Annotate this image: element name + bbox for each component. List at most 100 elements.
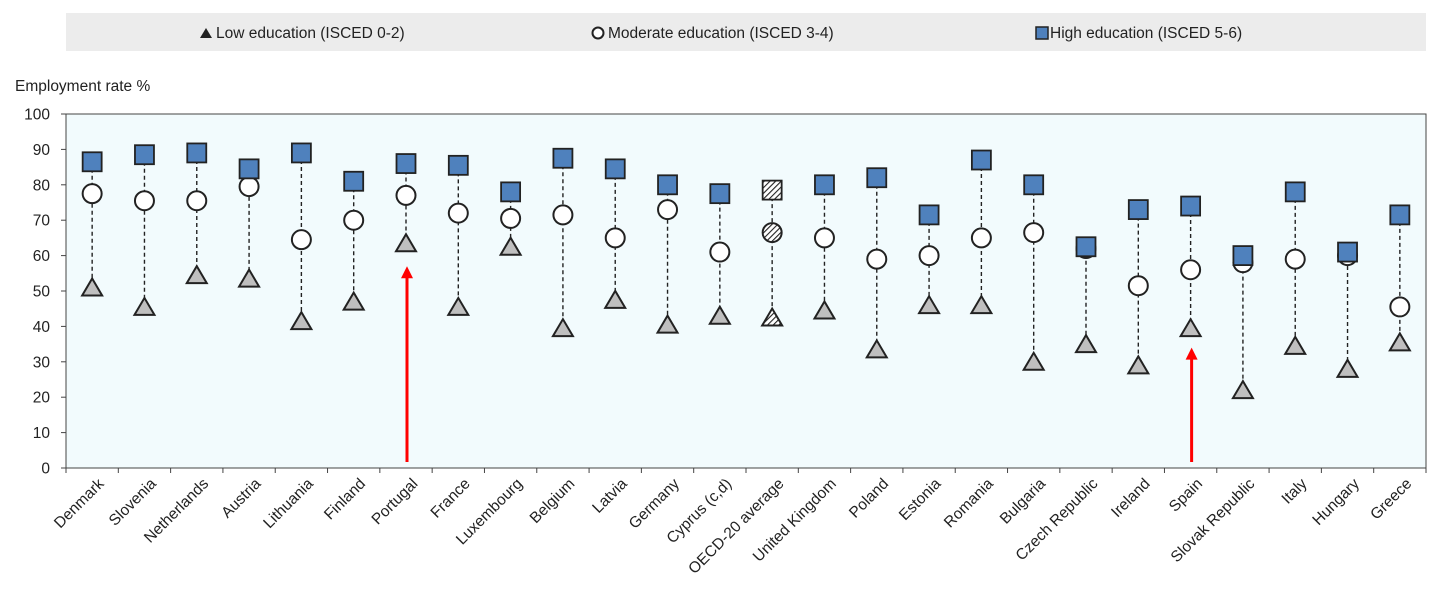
moderate-education-point bbox=[604, 227, 626, 249]
legend-label-moderate: Moderate education (ISCED 3-4) bbox=[608, 25, 834, 42]
high-education-point bbox=[552, 147, 574, 169]
high-education-point bbox=[604, 158, 626, 180]
x-tick-label: France bbox=[428, 475, 474, 521]
x-tick-label: Denmark bbox=[51, 475, 108, 532]
plot-area bbox=[65, 113, 1427, 469]
high-education-point bbox=[447, 154, 469, 176]
high-education-point bbox=[134, 144, 155, 166]
legend-item-high: High education (ISCED 5-6) bbox=[1035, 25, 1242, 42]
high-education-point bbox=[1023, 174, 1045, 196]
data-points bbox=[80, 142, 1412, 400]
low-education-point bbox=[1021, 350, 1046, 371]
high-education-point bbox=[81, 151, 103, 173]
moderate-education-point bbox=[866, 248, 888, 270]
low-education-point bbox=[498, 235, 523, 256]
annotation-arrows bbox=[401, 266, 1198, 462]
moderate-education-point bbox=[500, 207, 522, 229]
legend: Low education (ISCED 0-2) Moderate educa… bbox=[200, 25, 1242, 42]
x-tick-label: Poland bbox=[846, 475, 892, 521]
moderate-education-point bbox=[343, 209, 365, 231]
moderate-education-point bbox=[657, 199, 679, 221]
x-tick-label: Lithuania bbox=[260, 475, 317, 532]
legend-item-low: Low education (ISCED 0-2) bbox=[200, 25, 405, 42]
x-tick-label: Spain bbox=[1166, 475, 1206, 515]
high-education-point bbox=[1284, 181, 1306, 203]
x-tick-label: Latvia bbox=[589, 475, 631, 517]
high-education-point bbox=[238, 158, 260, 180]
high-education-point bbox=[866, 167, 888, 189]
high-education-point bbox=[709, 183, 731, 205]
high-education-point bbox=[1127, 199, 1149, 220]
high-education-point bbox=[1180, 195, 1202, 217]
moderate-education-point bbox=[133, 190, 155, 212]
x-tick-label: Austria bbox=[218, 475, 264, 521]
moderate-education-point bbox=[186, 190, 208, 212]
low-education-point bbox=[394, 232, 418, 253]
legend-square-icon bbox=[1035, 26, 1049, 40]
low-education-point bbox=[969, 294, 994, 315]
low-education-point bbox=[80, 276, 104, 297]
x-tick-label: Bulgaria bbox=[997, 475, 1050, 528]
x-tick-label: Belgium bbox=[527, 475, 579, 527]
low-education-point bbox=[1126, 354, 1151, 375]
low-education-point bbox=[917, 294, 941, 315]
y-axis: 0 10 20 30 40 50 60 70 80 90 100 bbox=[24, 107, 66, 478]
high-education-point bbox=[761, 179, 783, 201]
low-education-point bbox=[289, 310, 314, 331]
low-education-point bbox=[1388, 331, 1412, 352]
y-tick-label: 100 bbox=[24, 107, 50, 124]
moderate-education-point bbox=[1284, 248, 1306, 270]
x-tick-label: Ireland bbox=[1108, 475, 1154, 521]
y-tick-label: 60 bbox=[33, 248, 51, 265]
y-tick-label: 10 bbox=[33, 425, 51, 442]
low-education-point bbox=[655, 313, 680, 334]
y-tick-label: 40 bbox=[33, 319, 51, 336]
high-education-point bbox=[500, 181, 522, 203]
high-education-point bbox=[343, 170, 365, 192]
moderate-education-point bbox=[709, 241, 731, 263]
moderate-education-point bbox=[395, 184, 417, 206]
moderate-education-point bbox=[552, 204, 574, 226]
low-education-point bbox=[865, 338, 889, 359]
x-tick-label: Slovenia bbox=[106, 475, 160, 529]
high-education-point bbox=[186, 142, 208, 164]
low-education-point bbox=[132, 295, 157, 316]
moderate-education-point bbox=[447, 202, 469, 224]
high-education-point bbox=[395, 153, 417, 174]
low-education-point bbox=[185, 264, 209, 285]
low-education-point bbox=[237, 267, 261, 288]
moderate-education-point bbox=[918, 245, 940, 267]
moderate-education-point bbox=[81, 183, 103, 205]
low-education-point bbox=[446, 295, 471, 316]
legend-triangle-icon bbox=[200, 28, 212, 38]
y-tick-label: 0 bbox=[41, 461, 50, 478]
legend-label-high: High education (ISCED 5-6) bbox=[1050, 25, 1242, 42]
low-education-point bbox=[760, 306, 784, 327]
legend-background bbox=[66, 13, 1426, 51]
legend-label-low: Low education (ISCED 0-2) bbox=[216, 25, 405, 42]
moderate-education-point bbox=[813, 227, 835, 249]
y-tick-label: 30 bbox=[33, 354, 51, 371]
high-education-point bbox=[918, 204, 940, 226]
y-tick-label: 50 bbox=[33, 284, 51, 301]
legend-item-moderate: Moderate education (ISCED 3-4) bbox=[591, 25, 834, 42]
high-education-point bbox=[1232, 245, 1254, 267]
moderate-education-point bbox=[1180, 259, 1202, 281]
moderate-education-point bbox=[1127, 275, 1149, 297]
annotation-arrow-head bbox=[401, 266, 413, 279]
y-tick-label: 20 bbox=[33, 390, 51, 407]
x-tick-label: Italy bbox=[1279, 475, 1311, 507]
high-education-point bbox=[970, 149, 992, 171]
x-tick-label: Portugal bbox=[369, 475, 422, 528]
low-education-point bbox=[812, 299, 837, 320]
x-tick-label: Greece bbox=[1367, 475, 1415, 523]
low-education-point bbox=[1178, 317, 1203, 338]
x-tick-label: Romania bbox=[941, 475, 997, 531]
high-education-point bbox=[657, 174, 678, 196]
annotation-arrow-head bbox=[1185, 347, 1198, 360]
low-education-point bbox=[1335, 357, 1360, 378]
y-tick-label: 90 bbox=[33, 142, 51, 159]
y-axis-label: Employment rate % bbox=[15, 78, 150, 95]
